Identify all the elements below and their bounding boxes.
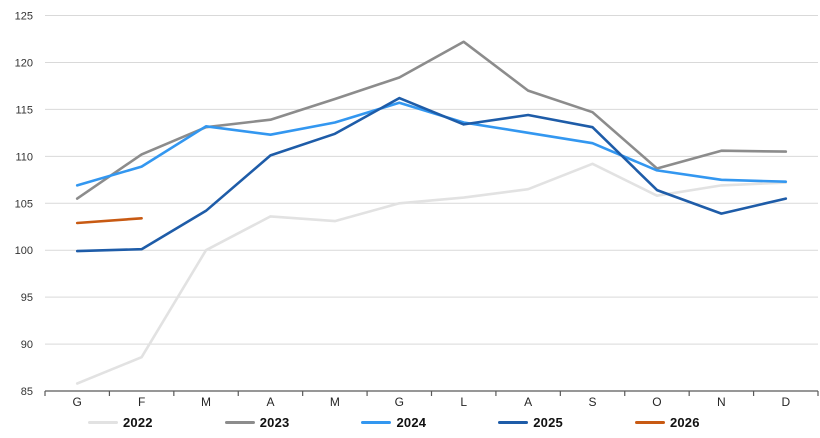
y-tick-label: 120 (15, 57, 33, 69)
y-tick-label: 95 (21, 292, 33, 304)
x-tick-label: O (652, 395, 661, 409)
legend-item-2025: 2025 (498, 415, 563, 430)
legend-item-2026: 2026 (634, 414, 700, 430)
y-tick-label: 85 (21, 386, 33, 398)
legend-label: 2022 (123, 414, 153, 430)
legend-label: 2024 (396, 414, 427, 430)
legend-line-swatch-2023 (224, 420, 255, 424)
series-line-2025 (75, 96, 788, 253)
series-line-2022 (75, 162, 788, 385)
legend-item-2023: 2023 (224, 414, 290, 430)
x-tick-label: G (73, 395, 82, 409)
x-tick-label: A (524, 395, 532, 409)
series-line-2023 (75, 40, 788, 200)
series-line-2026 (75, 217, 143, 225)
x-tick-label: L (460, 395, 467, 409)
legend-label: 2026 (669, 414, 700, 430)
legend: 2022 2023 2024 2025 2026 (88, 411, 700, 433)
y-tick-label: 105 (15, 198, 33, 210)
x-tick-label: D (781, 395, 790, 409)
legend-line-swatch-2022 (88, 420, 118, 424)
x-tick-label: F (138, 395, 145, 409)
series-line-2024 (75, 101, 788, 187)
legend-item-2022: 2022 (88, 415, 153, 430)
x-tick-label: M (201, 395, 211, 409)
x-tick-label: A (266, 395, 274, 409)
legend-label: 2025 (533, 414, 563, 430)
y-tick-label: 110 (15, 151, 33, 163)
legend-label: 2023 (259, 414, 290, 430)
legend-line-swatch-2026 (634, 420, 665, 424)
x-tick-label: S (589, 395, 597, 409)
legend-item-2024: 2024 (361, 415, 426, 430)
legend-line-swatch-2025 (498, 420, 529, 424)
x-tick-label: G (395, 395, 404, 409)
x-tick-label: M (330, 395, 340, 409)
legend-line-swatch-2024 (361, 420, 392, 424)
y-tick-label: 90 (21, 339, 33, 351)
y-tick-label: 125 (15, 11, 33, 23)
x-tick-label: N (717, 395, 726, 409)
y-tick-label: 115 (15, 104, 33, 116)
y-tick-label: 100 (15, 245, 33, 257)
